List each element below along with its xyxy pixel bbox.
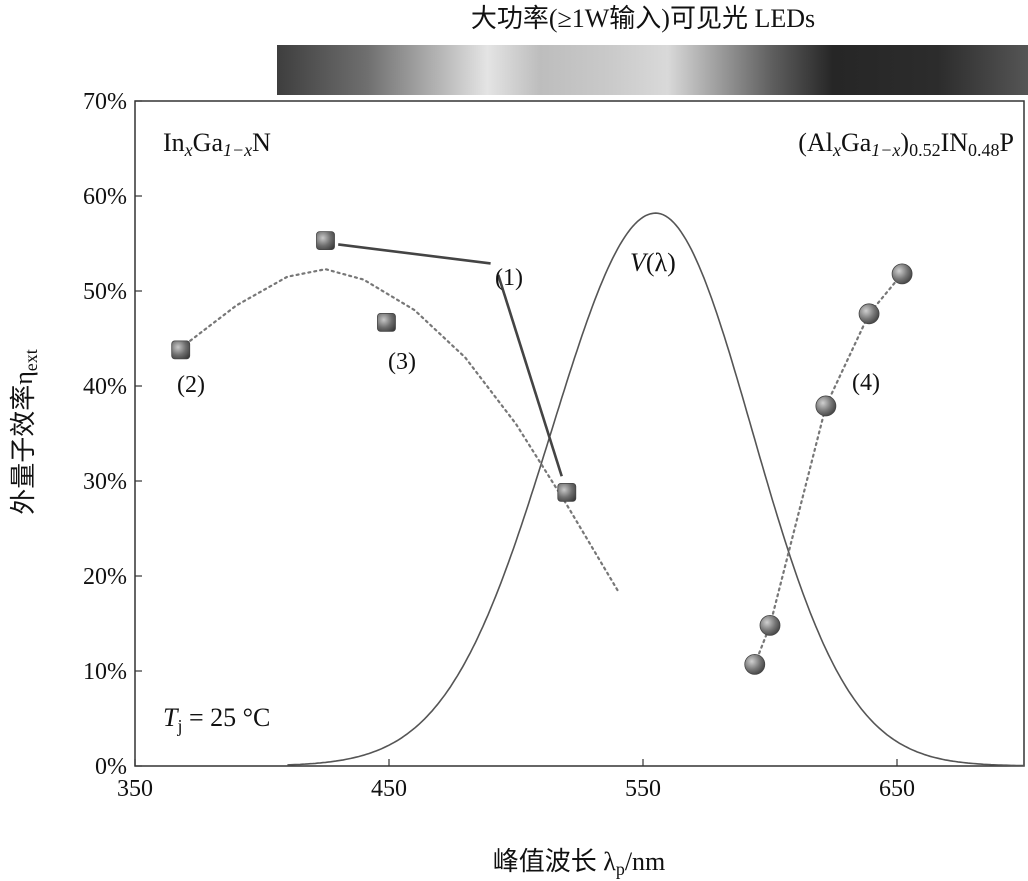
markers <box>171 231 913 675</box>
y-tick-label: 40% <box>83 374 127 400</box>
chart-title: 大功率(≥1W输入)可见光 LEDs <box>471 4 815 33</box>
y-tick-label: 10% <box>83 659 127 685</box>
v-lambda-label: V(λ) <box>630 248 676 277</box>
x-axis: 350 450 550 650 <box>117 759 915 802</box>
curves <box>179 212 1024 767</box>
y-tick-label: 50% <box>83 279 127 305</box>
trend-line-2 <box>179 268 619 592</box>
y-axis: 0% 10% 20% 30% 40% 50% 60% 70% <box>83 89 142 780</box>
trend-line-4 <box>753 272 904 666</box>
series-label-1: (1) <box>495 265 523 291</box>
y-tick-label: 0% <box>95 754 127 780</box>
y-tick-label: 60% <box>83 184 127 210</box>
x-tick-label: 650 <box>879 776 915 802</box>
algainp-point <box>815 395 837 417</box>
algainp-point <box>858 303 880 325</box>
x-tick-label: 450 <box>371 776 407 802</box>
ingan-label: InxGa1−xN <box>163 128 271 160</box>
v-lambda-curve <box>287 212 1024 767</box>
ingan-point <box>316 231 335 251</box>
y-tick-label: 70% <box>83 89 127 115</box>
y-tick-label: 30% <box>83 469 127 495</box>
algainp-label: (AlxGa1−x)0.52IN0.48P <box>798 128 1014 160</box>
ingan-point <box>377 312 396 332</box>
series-label-3: (3) <box>388 349 416 375</box>
x-axis-title: 峰值波长 λp/nm <box>493 847 666 879</box>
algainp-point <box>759 615 781 636</box>
leader-line-1a <box>338 243 491 265</box>
y-axis-title: 外量子效率ηext <box>9 349 41 515</box>
temperature-label: Tj = 25 °C <box>163 703 270 736</box>
leader-line-1b <box>496 274 563 477</box>
ingan-point <box>171 340 191 360</box>
y-tick-label: 20% <box>83 564 127 590</box>
x-tick-label: 550 <box>625 776 661 802</box>
ingan-point <box>557 482 577 502</box>
plot-frame <box>134 100 1025 767</box>
series-label-2: (2) <box>177 372 205 398</box>
spectrum-band <box>277 45 1028 95</box>
x-tick-label: 350 <box>117 776 153 802</box>
algainp-point <box>891 263 913 285</box>
series-label-4: (4) <box>852 370 880 396</box>
algainp-point <box>744 653 766 675</box>
